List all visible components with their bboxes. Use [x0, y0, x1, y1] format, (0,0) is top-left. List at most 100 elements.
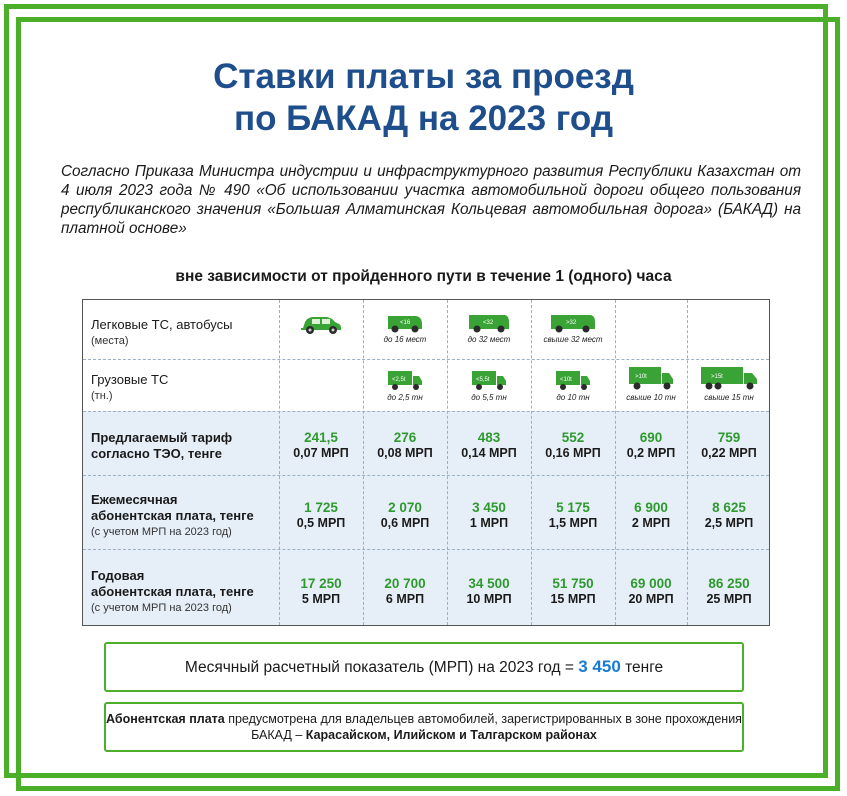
truck-badge-1: <2,5t	[392, 377, 406, 383]
truck-caption-5: свыше 15 тн	[704, 393, 754, 402]
truck-icon: >10t	[629, 367, 673, 390]
row-yearly	[83, 549, 769, 625]
divider	[363, 300, 364, 625]
tariff-tenge: 690	[639, 430, 663, 445]
monthly-cell: 1 725 0,5 МРП	[279, 500, 363, 531]
row-truck-sub: (тн.)	[91, 390, 113, 402]
truck-badge-5: >15t	[711, 374, 723, 380]
outer-frame	[4, 4, 828, 778]
mrp-value: 3 450	[578, 657, 621, 676]
row-passenger-label: Легковые ТС, автобусы (места)	[91, 317, 232, 349]
yearly-mrp: 20 МРП	[628, 592, 674, 606]
large-bus-caption: свыше 32 мест	[543, 335, 603, 344]
minibus-cell: <16 до 16 мест	[363, 312, 447, 344]
yearly-mrp: 10 МРП	[466, 592, 512, 606]
truck-icon: <2,5t	[388, 371, 422, 390]
yearly-cell: 17 250 5 МРП	[279, 576, 363, 607]
bus-badge: <32	[483, 320, 494, 326]
monthly-tenge: 5 175	[556, 500, 590, 515]
yearly-cell: 69 000 20 МРП	[609, 576, 693, 607]
tariff-cell: 552 0,16 МРП	[531, 430, 615, 461]
truck-cell-4: >10t свыше 10 тн	[615, 364, 687, 402]
monthly-cell: 3 450 1 МРП	[447, 500, 531, 531]
yearly-tenge: 86 250	[708, 576, 750, 591]
monthly-mrp: 1,5 МРП	[548, 516, 598, 530]
divider	[279, 300, 280, 625]
divider	[687, 300, 688, 625]
divider	[83, 475, 769, 476]
truck-cell-1: <2,5t до 2,5 тн	[363, 368, 447, 402]
car-icon	[301, 317, 341, 334]
yearly-tenge: 69 000	[630, 576, 672, 591]
title-line-2: по БАКАД на 2023 год	[233, 99, 614, 138]
row-passenger-title: Легковые ТС, автобусы	[91, 317, 233, 332]
row-truck-label: Грузовые ТС (тн.)	[91, 372, 168, 404]
divider	[83, 359, 769, 360]
monthly-tenge: 1 725	[304, 500, 338, 515]
row-tariff	[83, 411, 769, 475]
monthly-tenge: 3 450	[472, 500, 506, 515]
tariff-mrp: 0,07 МРП	[293, 446, 349, 460]
page-title: Ставки платы за проезд по БАКАД на 2023 …	[0, 56, 847, 140]
truck-cell-5: >15t свыше 15 тн	[687, 364, 771, 402]
row-yearly-label-1: Годовая	[91, 568, 145, 583]
yearly-tenge: 20 700	[384, 576, 426, 591]
tariff-tenge: 276	[393, 430, 417, 445]
truck-icon: <10t	[556, 371, 590, 390]
divider	[83, 549, 769, 550]
tariff-mrp: 0,14 МРП	[461, 446, 517, 460]
divider	[531, 300, 532, 625]
yearly-mrp: 25 МРП	[706, 592, 752, 606]
row-truck-title: Грузовые ТС	[91, 372, 169, 387]
monthly-tenge: 6 900	[634, 500, 668, 515]
tariff-mrp: 0,22 МРП	[701, 446, 757, 460]
monthly-tenge: 2 070	[388, 500, 422, 515]
tariff-tenge: 759	[717, 430, 741, 445]
minibus-icon: <16	[388, 316, 422, 333]
tariff-cell: 759 0,22 МРП	[687, 430, 771, 461]
monthly-mrp: 2 МРП	[631, 516, 671, 530]
truck-caption-2: до 5,5 тн	[471, 393, 507, 402]
monthly-cell: 6 900 2 МРП	[609, 500, 693, 531]
bus-caption: до 32 мест	[467, 335, 511, 344]
truck-badge-2: <5,5t	[476, 377, 490, 383]
divider	[83, 411, 769, 412]
row-yearly-label-2: абонентская плата, тенге	[91, 584, 254, 599]
truck-caption-4: свыше 10 тн	[626, 393, 676, 402]
yearly-cell: 34 500 10 МРП	[447, 576, 531, 607]
car-cell	[279, 312, 363, 336]
tariff-tenge: 552	[561, 430, 585, 445]
bus-cell: <32 до 32 мест	[447, 312, 531, 344]
intro-paragraph: Согласно Приказа Министра индустрии и ин…	[61, 163, 801, 237]
row-tariff-label-1: Предлагаемый тариф	[91, 430, 233, 445]
row-monthly	[83, 475, 769, 549]
minibus-badge: <16	[400, 320, 411, 326]
divider	[615, 300, 616, 625]
truck-icon: <5,5t	[472, 371, 506, 390]
monthly-cell: 5 175 1,5 МРП	[531, 500, 615, 531]
row-monthly-label-1: Ежемесячная	[91, 492, 178, 507]
yearly-cell: 20 700 6 МРП	[363, 576, 447, 607]
row-yearly-label: Годовая абонентская плата, тенге (с учет…	[91, 568, 254, 616]
truck-caption-1: до 2,5 тн	[387, 393, 423, 402]
row-passenger-sub: (места)	[91, 335, 129, 347]
row-tariff-label-2: согласно ТЭО, тенге	[91, 446, 223, 461]
row-monthly-label: Ежемесячная абонентская плата, тенге (с …	[91, 492, 254, 540]
large-bus-cell: >32 свыше 32 мест	[531, 312, 615, 344]
tariff-table: Легковые ТС, автобусы (места) <16 до 16 …	[82, 299, 770, 626]
yearly-mrp: 15 МРП	[550, 592, 596, 606]
truck-badge-4: >10t	[635, 374, 647, 380]
monthly-mrp: 2,5 МРП	[704, 516, 754, 530]
row-yearly-sub: (с учетом МРП на 2023 год)	[91, 602, 232, 614]
tariff-mrp: 0,08 МРП	[377, 446, 433, 460]
yearly-cell: 86 250 25 МРП	[687, 576, 771, 607]
note-box: Абонентская плата предусмотрена для влад…	[104, 702, 744, 752]
yearly-mrp: 5 МРП	[301, 592, 341, 606]
truck-icon: >15t	[701, 367, 757, 390]
truck-caption-3: до 10 тн	[556, 393, 590, 402]
monthly-mrp: 0,5 МРП	[296, 516, 346, 530]
note-bold-start: Абонентская плата	[106, 712, 225, 726]
row-monthly-label-2: абонентская плата, тенге	[91, 508, 254, 523]
yearly-mrp: 6 МРП	[385, 592, 425, 606]
yearly-tenge: 51 750	[552, 576, 594, 591]
